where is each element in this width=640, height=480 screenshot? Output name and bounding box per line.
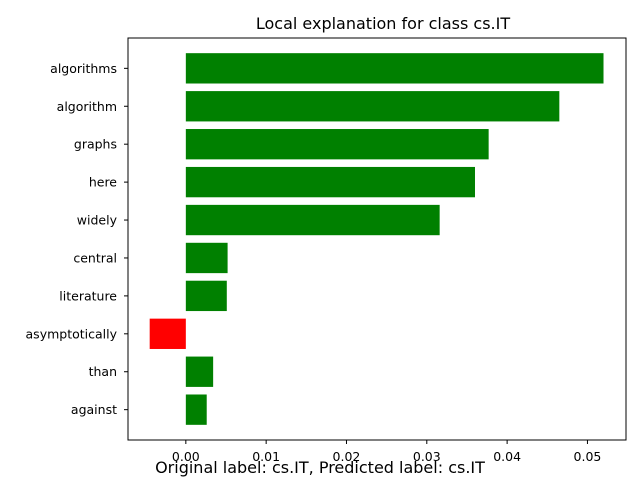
x-tick-label: 0.04 (493, 449, 521, 464)
x-tick-label: 0.00 (172, 449, 200, 464)
x-axis-ticks: 0.00 0.01 0.02 0.03 0.04 0.05 (172, 440, 601, 464)
y-tick-label: algorithms (50, 61, 117, 76)
y-tick-label: literature (59, 288, 117, 303)
bar-algorithm (185, 91, 560, 122)
bar-asymptotically (149, 318, 186, 349)
caption: Original label: cs.IT, Predicted label: … (155, 458, 485, 477)
y-tick-label: central (73, 250, 117, 265)
x-tick-label: 0.03 (413, 449, 441, 464)
y-tick-label: widely (77, 213, 118, 228)
x-tick-label: 0.05 (574, 449, 602, 464)
y-tick-label: than (89, 364, 117, 379)
bar-central (185, 242, 228, 274)
bar-widely (185, 204, 440, 236)
bar-here (185, 166, 475, 198)
y-tick-label: asymptotically (26, 326, 118, 341)
x-tick-label: 0.02 (333, 449, 361, 464)
bar-graphs (185, 129, 489, 160)
bar-against (185, 394, 207, 425)
bars (149, 53, 604, 425)
y-tick-label: graphs (74, 137, 117, 152)
axes-frame (127, 37, 627, 441)
y-tick-label: against (71, 402, 117, 417)
bar-algorithms (185, 53, 604, 84)
x-tick-label: 0.01 (252, 449, 280, 464)
y-axis-ticks: algorithms algorithm graphs here widely centr… (26, 61, 128, 417)
chart-title: Local explanation for class cs.IT (256, 14, 511, 33)
y-tick-label: here (89, 175, 117, 190)
bar-literature (185, 280, 227, 312)
bar-than (185, 356, 214, 387)
y-tick-label: algorithm (57, 99, 117, 114)
